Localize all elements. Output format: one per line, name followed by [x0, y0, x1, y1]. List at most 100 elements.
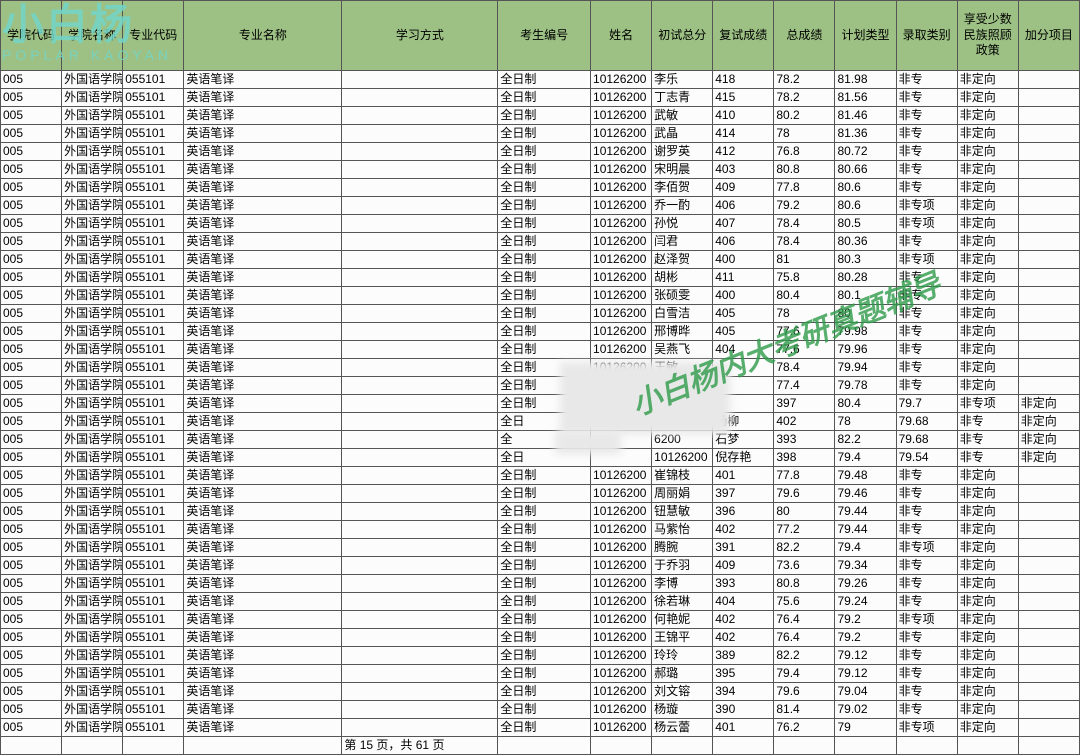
cell: 75.6 — [774, 593, 835, 611]
cell: 全日制 — [498, 377, 591, 395]
cell: 405 — [713, 305, 774, 323]
cell: 78.4 — [774, 233, 835, 251]
cell — [342, 683, 498, 701]
cell: 402 — [774, 413, 835, 431]
cell: 外国语学院 — [62, 161, 123, 179]
cell: 055101 — [123, 629, 184, 647]
table-row: 005外国语学院055101英语笔译全日制10126200宋明晨40380.88… — [1, 161, 1080, 179]
cell: 78.2 — [774, 71, 835, 89]
table-row: 005外国语学院055101英语笔译全日制10126200何艳妮40276.47… — [1, 611, 1080, 629]
cell — [713, 395, 774, 413]
cell: 005 — [1, 359, 62, 377]
cell: 406 — [713, 197, 774, 215]
cell: 10126200 — [591, 269, 652, 287]
cell: 全日制 — [498, 467, 591, 485]
cell: 外国语学院 — [62, 215, 123, 233]
cell: 79.44 — [835, 503, 896, 521]
cell: 79.2 — [835, 629, 896, 647]
cell: 全日制 — [498, 179, 591, 197]
cell: 76.4 — [774, 611, 835, 629]
cell: 外国语学院 — [62, 395, 123, 413]
cell: 非定向 — [957, 233, 1018, 251]
cell: 393 — [774, 431, 835, 449]
cell: 非定向 — [957, 701, 1018, 719]
cell — [1018, 179, 1079, 197]
cell: 全日制 — [498, 539, 591, 557]
cell: 005 — [1, 251, 62, 269]
cell: 005 — [1, 233, 62, 251]
cell — [1018, 485, 1079, 503]
cell: 非专 — [896, 125, 957, 143]
cell: 10126200 — [591, 125, 652, 143]
cell: 李博 — [652, 575, 713, 593]
cell: 005 — [1, 539, 62, 557]
cell: 80.5 — [835, 215, 896, 233]
cell: 005 — [1, 413, 62, 431]
cell: 非专 — [896, 269, 957, 287]
cell: 005 — [1, 449, 62, 467]
cell: 81.56 — [835, 89, 896, 107]
table-row: 005外国语学院055101英语笔译全日制20039780.479.7非专项非定… — [1, 395, 1080, 413]
admissions-table: 学院代码学院名称专业代码专业名称学习方式考生编号姓名初试总分复试成绩总成绩计划类… — [0, 0, 1080, 755]
cell: 055101 — [123, 485, 184, 503]
cell — [1018, 539, 1079, 557]
cell: 杨云蕾 — [652, 719, 713, 737]
cell: 非定向 — [957, 341, 1018, 359]
cell: 王锦平 — [652, 629, 713, 647]
cell: 非专项 — [896, 215, 957, 233]
cell: 赵泽贺 — [652, 251, 713, 269]
cell: 非定向 — [957, 521, 1018, 539]
cell: 谢罗英 — [652, 143, 713, 161]
cell: 英语笔译 — [184, 179, 342, 197]
cell — [713, 377, 774, 395]
cell: 055101 — [123, 107, 184, 125]
cell: 10126200 — [591, 287, 652, 305]
table-row: 005外国语学院055101英语笔译全日制10126200刘文镕39479.67… — [1, 683, 1080, 701]
cell: 415 — [713, 89, 774, 107]
table-row: 005外国语学院055101英语笔译全日制10126200李佰贺40977.88… — [1, 179, 1080, 197]
cell: 英语笔译 — [184, 233, 342, 251]
cell: 外国语学院 — [62, 611, 123, 629]
cell: 78 — [774, 125, 835, 143]
cell: 394 — [713, 683, 774, 701]
cell: 全日制 — [498, 557, 591, 575]
cell: 055101 — [123, 269, 184, 287]
cell: 005 — [1, 125, 62, 143]
cell: 英语笔译 — [184, 269, 342, 287]
footer-cell — [1018, 737, 1079, 755]
cell: 外国语学院 — [62, 305, 123, 323]
cell — [342, 395, 498, 413]
cell: 非专 — [957, 413, 1018, 431]
cell: 055101 — [123, 431, 184, 449]
cell: 055101 — [123, 341, 184, 359]
cell: 非专 — [896, 233, 957, 251]
cell: 80.28 — [835, 269, 896, 287]
cell: 外国语学院 — [62, 413, 123, 431]
cell: 外国语学院 — [62, 143, 123, 161]
cell: 全日制 — [498, 647, 591, 665]
cell: 何艳妮 — [652, 611, 713, 629]
cell: 77.2 — [774, 521, 835, 539]
cell: 10126200 — [591, 161, 652, 179]
cell: 非定向 — [957, 575, 1018, 593]
col-header: 姓名 — [591, 1, 652, 71]
cell: 10126200 — [591, 503, 652, 521]
cell: 400 — [713, 251, 774, 269]
cell: 非定向 — [957, 593, 1018, 611]
cell: 404 — [713, 593, 774, 611]
cell — [1018, 719, 1079, 737]
cell: 77.6 — [774, 323, 835, 341]
cell: 闫君 — [652, 233, 713, 251]
cell: 409 — [713, 179, 774, 197]
cell: 外国语学院 — [62, 341, 123, 359]
table-row: 005外国语学院055101英语笔译全日制10126200马紫怡40277.27… — [1, 521, 1080, 539]
cell — [591, 395, 652, 413]
cell: 055101 — [123, 179, 184, 197]
cell — [1018, 71, 1079, 89]
cell: 非专 — [896, 179, 957, 197]
cell: 005 — [1, 431, 62, 449]
cell: 孙悦 — [652, 215, 713, 233]
cell: 外国语学院 — [62, 287, 123, 305]
cell: 全日制 — [498, 305, 591, 323]
cell: 055101 — [123, 557, 184, 575]
